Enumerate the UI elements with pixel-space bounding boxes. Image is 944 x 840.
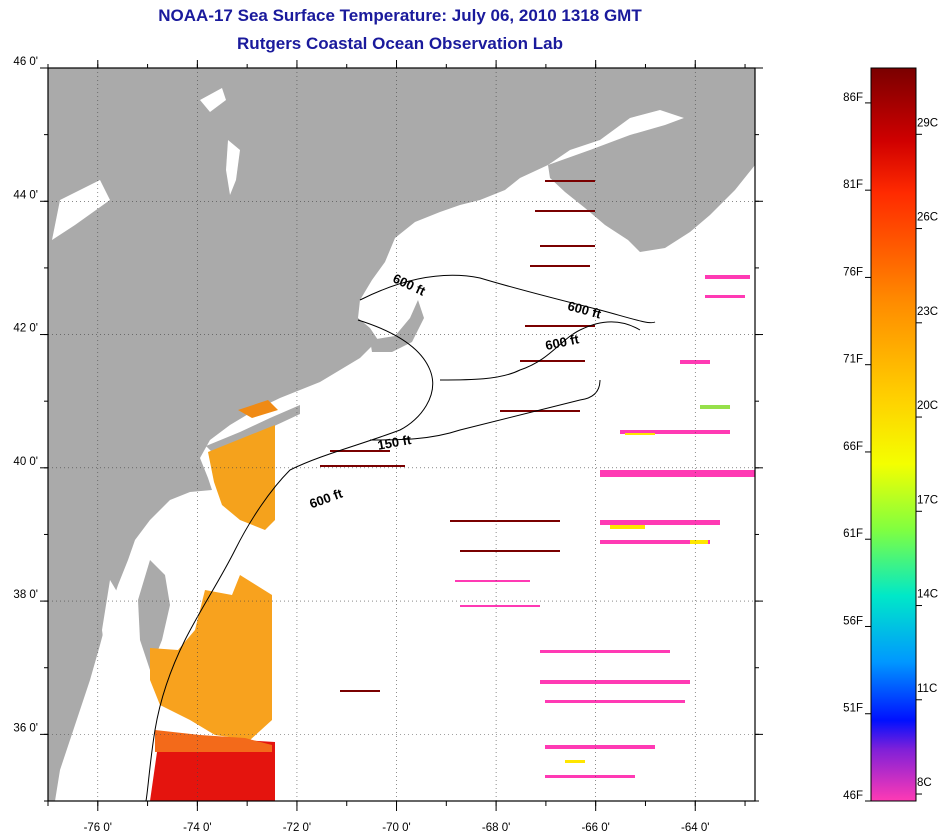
lon-label: -74 0' [183, 822, 211, 834]
lon-label: -68 0' [482, 822, 510, 834]
lat-label: 44 0' [13, 189, 38, 201]
lat-label: 38 0' [13, 589, 38, 601]
lat-label: 40 0' [13, 456, 38, 468]
colorbar-c-label: 26C [917, 212, 938, 224]
contour-label-600-c: 600 ft [544, 331, 581, 353]
sst-nc-mid [155, 730, 272, 752]
sst-nc-warm [150, 740, 275, 801]
land-cape-cod [370, 300, 424, 352]
lat-label: 36 0' [13, 722, 38, 734]
colorbar-ticks: 86F 81F 76F 71F 66F 61F 56F 51F 46F 29C 26C 23C 20C 1… [843, 92, 938, 802]
colorbar-f-label: 76F [843, 266, 863, 278]
land-long-island [206, 405, 300, 452]
lat-label: 42 0' [13, 323, 38, 335]
lake-3 [52, 180, 110, 240]
land-mainland [48, 68, 755, 801]
lat-label: 46 0' [13, 56, 38, 68]
depth-contours [145, 274, 656, 801]
sst-patches [150, 180, 755, 801]
colorbar-f-label: 51F [843, 703, 863, 715]
colorbar-f-label: 46F [843, 790, 863, 802]
map-frame [47, 67, 756, 802]
colorbar-c-label: 14C [917, 589, 938, 601]
contour-label-150: 150 ft [376, 432, 413, 453]
lon-label: -64 0' [681, 822, 709, 834]
colorbar-f-label: 56F [843, 615, 863, 627]
colorbar-f-label: 86F [843, 92, 863, 104]
land-nova-scotia [548, 98, 755, 252]
colorbar-c-label: 29C [917, 117, 938, 129]
colorbar-c-label: 20C [917, 400, 938, 412]
lon-label: -76 0' [84, 822, 112, 834]
chesapeake-bay [102, 580, 122, 660]
graticule: 46 0' 44 0' 42 0' 40 0' 38 0' 36 0' -76 0' -74 … [13, 56, 763, 834]
lon-label: -72 0' [283, 822, 311, 834]
colorbar-f-label: 66F [843, 441, 863, 453]
contour-label-600-b: 600 ft [566, 298, 603, 321]
lake-2 [226, 140, 240, 195]
sst-mid-atlantic [150, 575, 272, 740]
lon-label: -70 0' [382, 822, 410, 834]
map-title: NOAA-17 Sea Surface Temperature: July 06… [158, 6, 642, 25]
colorbar-c-label: 8C [917, 777, 932, 789]
contour-label-600-d: 600 ft [307, 485, 345, 511]
land-delmarva [138, 560, 170, 670]
colorbar-f-label: 81F [843, 179, 863, 191]
colorbar-c-label: 11C [917, 683, 937, 695]
sst-nj-shelf [208, 425, 275, 530]
colorbar-c-label: 23C [917, 306, 938, 318]
colorbar-c-label: 17C [917, 494, 938, 506]
map-subtitle: Rutgers Coastal Ocean Observation Lab [237, 34, 563, 53]
lake-1 [200, 88, 226, 112]
sst-li-sound [238, 400, 278, 418]
colorbar-f-label: 71F [843, 354, 863, 366]
lon-label: -66 0' [581, 822, 609, 834]
colorbar [870, 67, 917, 802]
colorbar-f-label: 61F [843, 528, 863, 540]
